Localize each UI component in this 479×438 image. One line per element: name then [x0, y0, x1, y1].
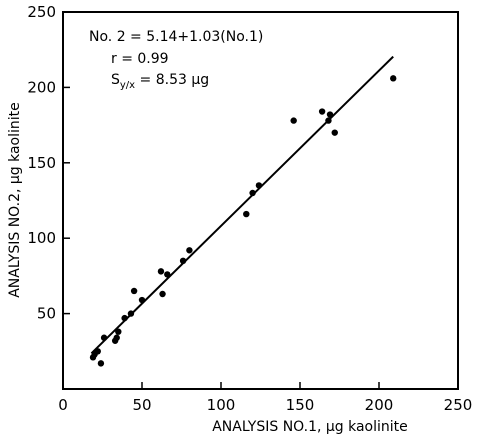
x-tick-label: 200	[365, 396, 394, 414]
data-point	[130, 287, 138, 295]
data-point	[121, 314, 128, 322]
data-point	[186, 247, 193, 254]
data-point	[115, 328, 122, 335]
data-point	[249, 189, 256, 197]
data-point	[390, 75, 397, 82]
annotation-r: r = 0.99	[111, 51, 169, 67]
annotation-syx-s: S	[111, 72, 120, 88]
y-tick-label: 250	[27, 3, 56, 21]
x-tick-label: 250	[444, 396, 473, 414]
data-point	[164, 271, 171, 278]
data-point	[97, 360, 105, 367]
data-point	[318, 108, 326, 115]
data-point	[243, 210, 250, 218]
plot-frame	[62, 11, 459, 390]
data-point	[94, 348, 101, 355]
y-tick-label: 200	[27, 78, 56, 96]
y-tick-label: 100	[27, 229, 56, 247]
data-point	[159, 290, 166, 298]
data-point	[255, 182, 263, 189]
annotation-syx-sub: y/x	[120, 80, 135, 91]
annotation-syx-value: = 8.53 μg	[135, 72, 209, 88]
regression-line	[90, 55, 394, 355]
x-axis-tick-labels: 0 50 100 150 200 250	[58, 396, 472, 414]
x-tick-label: 0	[58, 396, 68, 414]
annotation-equation: No. 2 = 5.14+1.03(No.1)	[89, 29, 263, 45]
x-tick-label: 50	[132, 396, 151, 414]
data-point	[326, 111, 334, 118]
data-point	[179, 257, 187, 265]
x-axis-title: ANALYSIS NO.1, μg kaolinite	[212, 419, 408, 435]
data-points	[89, 75, 397, 367]
y-tick-label: 150	[27, 154, 56, 172]
x-tick-label: 100	[207, 396, 236, 414]
x-tick-label: 150	[286, 396, 315, 414]
data-point	[138, 296, 146, 304]
data-point	[113, 334, 120, 341]
data-point	[127, 310, 135, 317]
data-point	[157, 268, 165, 275]
y-axis-title: ANALYSIS NO.2, μg kaolinite	[7, 102, 23, 298]
y-axis-ticks	[63, 11, 70, 315]
y-axis-tick-labels: 50 100 150 200 250	[27, 3, 56, 323]
x-axis-ticks	[62, 382, 459, 389]
data-point	[290, 117, 297, 124]
annotation-syx: Sy/x = 8.53 μg	[111, 72, 209, 91]
data-point	[331, 129, 338, 136]
data-point	[100, 334, 108, 341]
y-tick-label: 50	[37, 305, 56, 323]
data-point	[325, 117, 332, 124]
